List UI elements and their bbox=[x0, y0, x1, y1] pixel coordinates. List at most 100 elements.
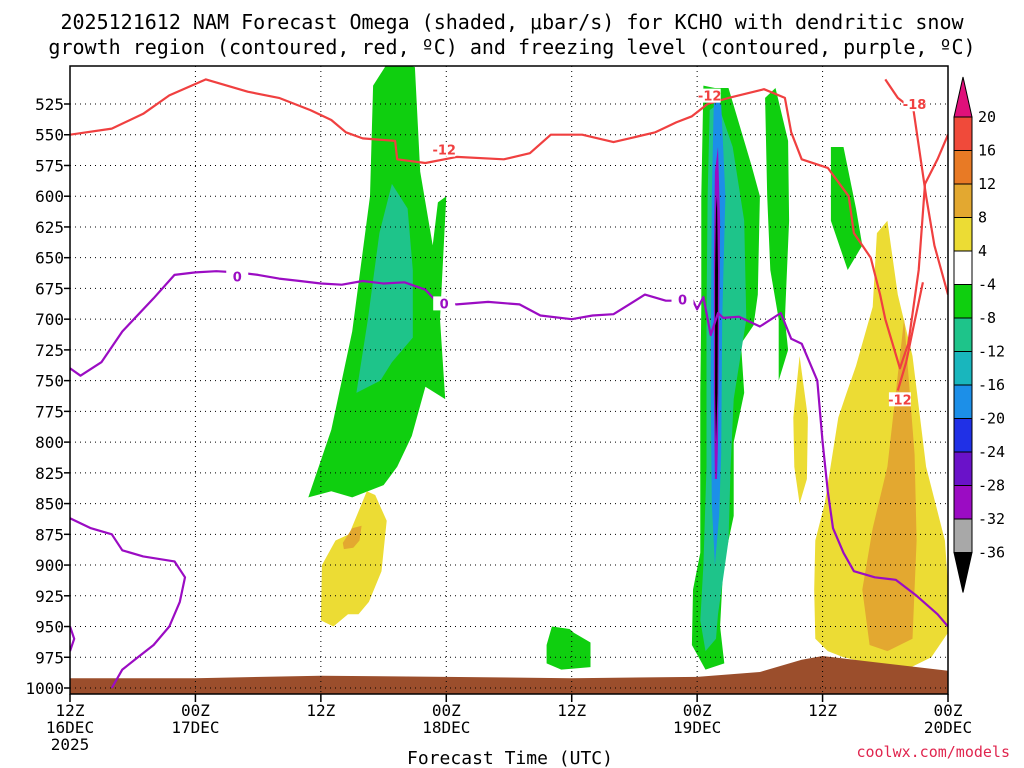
omega-region-green-streak-20dec bbox=[765, 88, 790, 381]
y-tick-label-625: 625 bbox=[35, 218, 64, 237]
y-tick-label-600: 600 bbox=[35, 187, 64, 206]
contour-label-purple_zero_main-1: 0 bbox=[440, 297, 449, 312]
terrain-fill bbox=[70, 656, 948, 694]
x-tick-label-h60-1: 00Z bbox=[683, 701, 712, 720]
y-tick-label-675: 675 bbox=[35, 279, 64, 298]
contour-label-red_minus18_right-0: -18 bbox=[903, 98, 927, 113]
contour-red_minus18_right bbox=[884, 78, 948, 295]
x-tick-label-h36-1: 00Z bbox=[432, 701, 461, 720]
colorbar-bin--12 bbox=[953, 317, 973, 352]
colorbar-label-4: 4 bbox=[978, 242, 987, 260]
contour-red_minus12_top bbox=[70, 78, 948, 370]
colorbar-bin--24 bbox=[953, 418, 973, 453]
x-tick-label-h36-2: 18DEC bbox=[422, 718, 470, 737]
colorbar-label--20: -20 bbox=[978, 410, 1005, 428]
x-tick-label-h12-1: 00Z bbox=[181, 701, 210, 720]
contour-label-bg bbox=[698, 88, 721, 103]
colorbar-label-20: 20 bbox=[978, 108, 996, 126]
x-tick-label-h0-2: 16DEC bbox=[46, 718, 94, 737]
colorbar-label--12: -12 bbox=[978, 343, 1005, 361]
colorbar-bin-8 bbox=[953, 183, 973, 218]
omega-region-green-blob-19dec bbox=[546, 626, 591, 670]
terrain-polygon bbox=[70, 656, 948, 694]
x-tick-label-h48-1: 12Z bbox=[557, 701, 586, 720]
colorbar-label-16: 16 bbox=[978, 142, 996, 160]
colorbar-label--28: -28 bbox=[978, 477, 1005, 495]
y-tick-label-725: 725 bbox=[35, 341, 64, 360]
omega-region-green-right-upper-20dec bbox=[830, 147, 863, 270]
contour-label-bg bbox=[433, 142, 456, 157]
colorbar-bin-under bbox=[953, 552, 973, 593]
colorbar-label--24: -24 bbox=[978, 443, 1005, 461]
x-tick-label-h72-1: 12Z bbox=[808, 701, 837, 720]
x-tick-label-h12-2: 17DEC bbox=[171, 718, 219, 737]
x-tick-label-h0-3: 2025 bbox=[51, 735, 90, 754]
colorbar-label--8: -8 bbox=[978, 309, 996, 327]
temperature-contours: -12 -12 -18 -12 0 0 0 bbox=[70, 78, 948, 689]
contour-label-bg bbox=[226, 269, 249, 284]
y-tick-label-875: 875 bbox=[35, 525, 64, 544]
y-tick-label-925: 925 bbox=[35, 587, 64, 606]
y-tick-label-950: 950 bbox=[35, 618, 64, 637]
y-tick-label-975: 975 bbox=[35, 648, 64, 667]
colorbar-label-12: 12 bbox=[978, 175, 996, 193]
colorbar-bin-12 bbox=[953, 150, 973, 185]
chart-title-line1: 2025121612 NAM Forecast Omega (shaded, μ… bbox=[60, 10, 964, 34]
x-tick-label-h0-1: 12Z bbox=[56, 701, 85, 720]
y-tick-label-650: 650 bbox=[35, 249, 64, 268]
x-tick-label-h84-2: 20DEC bbox=[924, 718, 972, 737]
colorbar-label-8: 8 bbox=[978, 209, 987, 227]
colorbar-label--32: -32 bbox=[978, 510, 1005, 528]
x-axis-label: Forecast Time (UTC) bbox=[407, 748, 613, 768]
colorbar-bin--20 bbox=[953, 384, 973, 419]
chart-title-line2: growth region (contoured, red, ºC) and f… bbox=[48, 35, 975, 59]
colorbar-bin-4 bbox=[953, 217, 973, 252]
y-tick-label-525: 525 bbox=[35, 95, 64, 114]
colorbar-bin--16 bbox=[953, 351, 973, 386]
contour-label-purple_zero_main-0: 0 bbox=[233, 270, 242, 285]
contour-label-bg bbox=[888, 392, 911, 407]
colorbar-label--4: -4 bbox=[978, 276, 996, 294]
y-tick-label-750: 750 bbox=[35, 372, 64, 391]
x-tick-label-h84-1: 00Z bbox=[934, 701, 963, 720]
colorbar: 20 16 12 8 4 -4 -8 -12 -16 -20 -24 -28 -32 -36 bbox=[953, 76, 1005, 593]
colorbar-label--36: -36 bbox=[978, 544, 1005, 562]
contour-purple_zero_left_edge bbox=[70, 626, 76, 652]
colorbar-bin--28 bbox=[953, 451, 973, 486]
colorbar-bin-16 bbox=[953, 116, 973, 151]
omega-region-teal-band-18dec bbox=[356, 183, 413, 393]
contour-red_minus12_lower bbox=[896, 282, 924, 391]
x-tick-label-h60-2: 19DEC bbox=[673, 718, 721, 737]
contour-label-red_minus12_top-1: -12 bbox=[698, 90, 722, 105]
colorbar-label--16: -16 bbox=[978, 376, 1005, 394]
colorbar-bin--36 bbox=[953, 518, 973, 553]
colorbar-bin--32 bbox=[953, 485, 973, 520]
contour-label-bg bbox=[671, 292, 694, 307]
y-axis: 525 550 575 600 625 650 675 700 725 750 775 800 825 8… bbox=[25, 95, 70, 698]
y-tick-label-1000: 1000 bbox=[25, 679, 64, 698]
y-tick-label-575: 575 bbox=[35, 156, 64, 175]
y-tick-label-550: 550 bbox=[35, 126, 64, 145]
omega-region-yellow-left-18dec bbox=[320, 491, 387, 627]
y-tick-label-800: 800 bbox=[35, 433, 64, 452]
contour-label-bg bbox=[433, 296, 456, 311]
colorbar-bin-over bbox=[953, 76, 973, 118]
omega-region-yellow-small-19dec bbox=[793, 356, 808, 504]
contour-label-red_minus12_top-0: -12 bbox=[432, 144, 456, 159]
contour-label-red_minus12_lower-0: -12 bbox=[888, 393, 912, 408]
contour-label-bg bbox=[903, 97, 926, 112]
y-tick-label-900: 900 bbox=[35, 556, 64, 575]
contour-purple_zero_left_lower bbox=[70, 517, 187, 689]
colorbar-bin--4 bbox=[953, 250, 973, 285]
colorbar-bin--8 bbox=[953, 284, 973, 319]
y-tick-label-775: 775 bbox=[35, 402, 64, 421]
y-tick-label-700: 700 bbox=[35, 310, 64, 329]
y-tick-label-850: 850 bbox=[35, 495, 64, 514]
credit-text: coolwx.com/models bbox=[856, 743, 1010, 761]
x-tick-label-h24-1: 12Z bbox=[306, 701, 335, 720]
y-tick-label-825: 825 bbox=[35, 464, 64, 483]
contour-label-purple_zero_main-2: 0 bbox=[678, 294, 687, 309]
omega-region-orange-left-18dec bbox=[342, 525, 362, 550]
